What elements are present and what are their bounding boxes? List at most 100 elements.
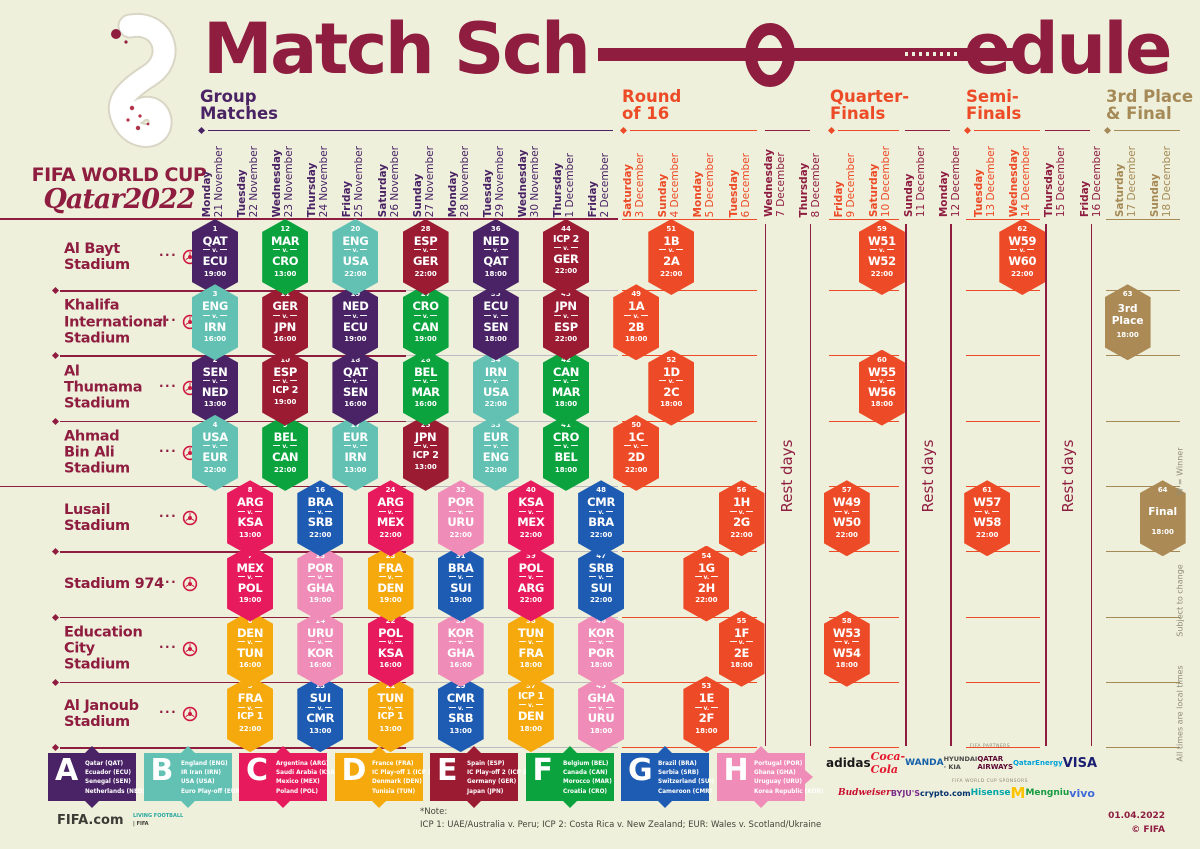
match-team-home: W51 [867, 234, 896, 248]
match-time: 22:00 [274, 465, 297, 474]
date-label-24-November: Thursday 24 November [306, 146, 330, 217]
match-team-away: BRA [588, 515, 614, 530]
vs-separator: v. [297, 509, 343, 517]
match-team-home: CRO [552, 429, 580, 444]
match-time: 22:00 [870, 269, 894, 278]
match-time: 13:00 [274, 269, 297, 278]
vs-separator: v. [227, 639, 273, 647]
date-label-2-December: Friday 2 December [587, 153, 611, 217]
football-icon [182, 641, 198, 657]
row-line-silver [406, 485, 618, 488]
row-line-ko [622, 747, 757, 749]
match-team-away: 2D [627, 450, 645, 465]
section-line-rest [1045, 129, 1091, 131]
group-box-G: G Brazil (BRA) Serbia (SRB) Switzerland (SU… [621, 746, 714, 808]
stadium-name-line: Stadium [64, 461, 130, 478]
date-date: 9 December [844, 152, 857, 217]
date-day: Saturday [867, 163, 880, 217]
match-team-away: QAT [483, 254, 509, 269]
row-line-maroon [60, 747, 406, 749]
match-number: 60 [877, 355, 887, 364]
match-team-away: CMR [306, 711, 335, 726]
group-team: Senegal (SEN) [85, 777, 131, 786]
stadium-name-line: Stadium 974 [64, 575, 164, 592]
section-header-text: & Final [1106, 104, 1172, 124]
grid-top-line-ko [622, 219, 757, 220]
row-line-ko [1106, 747, 1180, 749]
match-team-away: SUI [590, 580, 612, 595]
row-line-maroon [60, 420, 406, 423]
football-icon [182, 706, 198, 722]
match-hex-64: 64 Final 18:00 [1139, 480, 1186, 557]
wc-sponsors-row: Budweiser BYJU'S crypto.com Hisense M Mengniu… [838, 784, 1095, 802]
match-team-home: GHA [587, 691, 615, 706]
date-date: 29 November [493, 145, 506, 217]
stadium-name-line: International [64, 314, 167, 331]
row-line-silver [406, 616, 618, 618]
match-team-home: EUR [342, 429, 368, 444]
row-line-ko [622, 355, 757, 357]
fifa-com-link[interactable]: FIFA.com [57, 813, 124, 828]
rest-rail [764, 224, 767, 746]
sponsor-logo-hisense: Hisense [970, 788, 1011, 798]
group-box-point [804, 770, 813, 784]
rest-rail [809, 224, 812, 746]
date-day: Tuesday [481, 169, 494, 217]
match-time: 22:00 [484, 465, 507, 474]
match-hex-5: 5FRAv.ICP 122:00 [227, 676, 274, 753]
grid-top-line-ko [1106, 219, 1180, 220]
match-number: 44 [561, 225, 571, 233]
date-day: Monday [446, 170, 459, 217]
date-date: 5 December [704, 152, 717, 217]
match-time: 19:00 [379, 596, 402, 605]
match-team-away: GHA [306, 580, 334, 595]
group-team: Euro Play-off (EUR)* [180, 786, 245, 795]
vs-separator: v. [508, 574, 554, 582]
date-label-27-November: Sunday 27 November [412, 146, 436, 217]
match-team-away: ICP 2 [412, 450, 439, 462]
vs-separator: v. [297, 639, 343, 647]
match-team-away: CAN [412, 319, 439, 334]
vs-separator: v. [332, 443, 378, 451]
row-line-diamond [51, 744, 60, 752]
match-time: 13:00 [203, 400, 227, 409]
match-team-away: MAR [551, 384, 581, 399]
emblem-loop-icon [107, 12, 177, 148]
group-box-D: D France (FRA) IC Play-off 1 (ICP 1)* Denma… [334, 746, 437, 808]
section-header-quarter-finals: Quarter- Finals [830, 88, 909, 123]
stadium-label-ahmad-bin-ali-stadium: Ahmad Bin Ali Stadium [64, 429, 130, 478]
date-date: 23 November [283, 145, 296, 217]
group-team: Spain (ESP) [467, 759, 505, 767]
match-team-away: MAR [411, 384, 440, 399]
vs-separator: v. [368, 705, 414, 713]
match-time: 22:00 [519, 596, 543, 605]
group-team: Ghana (GHA) [753, 768, 796, 777]
group-box-A: A Qatar (QAT) Ecuador (ECU) Senegal (SEN) Ne… [48, 746, 145, 808]
title-bar [598, 48, 1022, 61]
match-number: 59 [877, 225, 887, 233]
partner-logo-qatarenergy: QatarEnergy [1012, 759, 1063, 767]
section-line-diamond [827, 126, 836, 134]
vs-separator: v. [578, 574, 624, 582]
match-number: 49 [631, 290, 642, 299]
match-time: 22:00 [589, 530, 613, 539]
row-line-maroon [60, 355, 406, 357]
match-hex-53: 53 1E v. 2F 18:00 [683, 676, 730, 753]
row-line-diamond [51, 352, 60, 360]
grid-top-line-ko [829, 219, 899, 220]
date-label-22-November: Tuesday 22 November [236, 146, 260, 217]
vs-separator: v. [438, 705, 484, 713]
section-header-text: Finals [966, 104, 1022, 124]
group-teams: Argentina (ARG) Saudi Arabia (KSA) Mexico … [276, 759, 337, 796]
match-team-away: GER [553, 252, 579, 267]
match-team-away: ICP 1 [237, 711, 264, 723]
date-day: Sunday [657, 173, 670, 217]
match-number: 53 [701, 682, 712, 691]
match-time: 18:00 [554, 465, 578, 474]
